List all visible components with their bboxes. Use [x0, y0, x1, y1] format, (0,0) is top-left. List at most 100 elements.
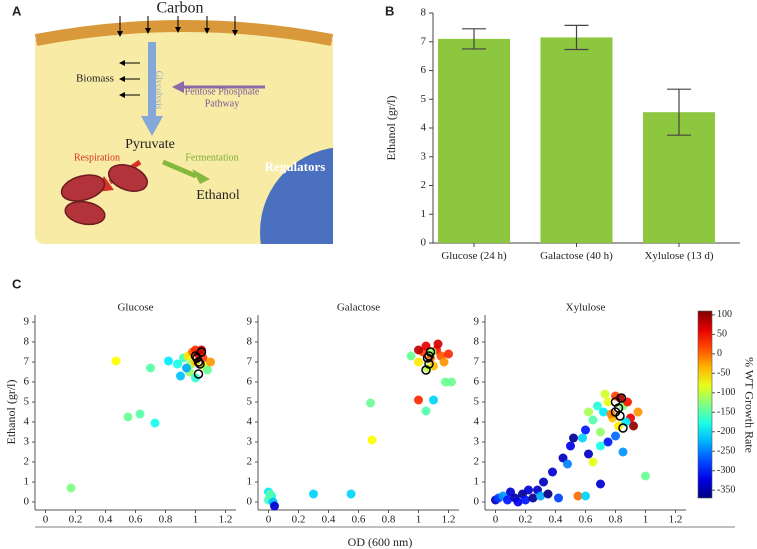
reference-point [192, 353, 202, 363]
data-point [593, 401, 602, 411]
data-point [584, 449, 593, 459]
pyruvate-label: Pyruvate [125, 137, 175, 152]
reference-point [193, 369, 204, 379]
colorbar-tick-label: -250 [717, 446, 735, 457]
x-tick-label: 0.4 [322, 514, 336, 526]
data-point [176, 371, 185, 381]
x-axis-label: OD (600 nm) [348, 535, 413, 549]
y-tick-label: 9 [474, 316, 480, 328]
fermentation-arrowhead [192, 169, 210, 184]
colorbar-tick-label: 100 [717, 309, 732, 320]
x-tick-label: 1 [643, 514, 649, 526]
y-tick-label: 3 [247, 436, 253, 448]
colorbar-tick-label: -200 [717, 426, 735, 437]
y-tick-label: 1 [474, 476, 480, 488]
data-point [611, 431, 620, 441]
colorbar [697, 310, 713, 499]
data-point [173, 359, 182, 369]
ppp-label: Pentose Phosphate [185, 86, 260, 97]
panel-label: C [12, 276, 22, 291]
x-tick-label: 0.2 [69, 514, 83, 526]
data-point [191, 373, 200, 383]
fermentation-label: Fermentation [185, 152, 238, 163]
y-tick-label: 2 [421, 179, 427, 191]
data-point [618, 447, 628, 457]
x-tick-label: 1.2 [442, 514, 456, 526]
y-tick-label: 9 [247, 316, 253, 328]
x-tick-label: 1 [193, 514, 199, 526]
reference-point [421, 365, 431, 375]
panel-a: A Carbon Glycolysis Pentose Phosphate Pa… [12, 0, 334, 244]
x-tick-label: 1.2 [669, 514, 683, 526]
x-tick-label: 0.4 [549, 514, 563, 526]
data-point [203, 365, 212, 375]
data-point [366, 398, 375, 408]
data-point [265, 489, 275, 499]
data-point [596, 427, 605, 437]
x-tick-label: 0.8 [609, 514, 623, 526]
error-bar [564, 24, 589, 51]
carbon-label: Carbon [156, 0, 203, 17]
regulators-label: Regulators [265, 159, 326, 174]
colorbar-tick-label: -100 [717, 387, 735, 398]
y-tick-label: 1 [24, 476, 30, 488]
reference-point [610, 407, 621, 417]
data-point [433, 339, 443, 349]
x-tick-label: Xylulose (13 d) [644, 250, 714, 262]
data-point [600, 389, 610, 399]
ppp-arrowhead [172, 81, 184, 93]
panel-label: A [12, 3, 22, 18]
data-point [563, 459, 572, 469]
x-tick-label: 0.6 [129, 514, 143, 526]
data-point [150, 418, 160, 428]
x-tick-label: 0 [493, 514, 499, 526]
y-axis-label: Ethanol (gr/l) [384, 96, 398, 161]
error-bar [462, 28, 486, 50]
reference-point [196, 347, 207, 357]
y-tick-label: 8 [247, 336, 253, 348]
data-point [548, 467, 557, 477]
y-tick-label: 8 [474, 336, 480, 348]
y-tick-label: 6 [474, 376, 480, 388]
data-point [447, 377, 456, 387]
data-point [588, 457, 598, 467]
y-tick-label: 4 [24, 416, 30, 428]
y-tick-label: 1 [421, 208, 427, 220]
data-point [581, 425, 590, 435]
data-point [135, 409, 145, 419]
x-tick-label: Glucose (24 h) [441, 250, 507, 262]
x-tick-label: 1.2 [219, 514, 233, 526]
data-point [573, 491, 583, 501]
colorbar-tick-label: -150 [717, 407, 735, 418]
bar [438, 38, 510, 243]
y-tick-label: 0 [421, 237, 427, 249]
y-tick-label: 7 [247, 356, 253, 368]
data-point [111, 356, 121, 366]
data-point [566, 441, 575, 451]
y-tick-label: 5 [24, 396, 30, 408]
data-point [539, 477, 548, 487]
y-tick-label: 4 [247, 416, 253, 428]
ppp-label: Pathway [205, 98, 239, 109]
data-point [406, 351, 416, 361]
y-tick-label: 6 [421, 64, 427, 76]
data-point [270, 501, 279, 511]
data-point [346, 489, 356, 499]
data-point [367, 435, 377, 445]
x-tick-label: 0.2 [292, 514, 306, 526]
y-tick-label: 2 [24, 456, 30, 468]
y-tick-label: 0 [474, 496, 480, 508]
y-tick-label: 7 [24, 356, 30, 368]
y-tick-label: 9 [24, 316, 30, 328]
y-tick-label: 6 [247, 376, 253, 388]
data-point [633, 407, 643, 417]
data-point [603, 397, 613, 407]
colorbar-tick-label: 50 [717, 329, 727, 340]
reference-point [616, 393, 627, 403]
y-tick-label: 3 [474, 436, 480, 448]
data-point [606, 409, 616, 419]
fermentation-arrow [162, 159, 197, 179]
y-tick-label: 1 [247, 476, 253, 488]
data-point [414, 357, 423, 367]
data-point [414, 395, 423, 405]
